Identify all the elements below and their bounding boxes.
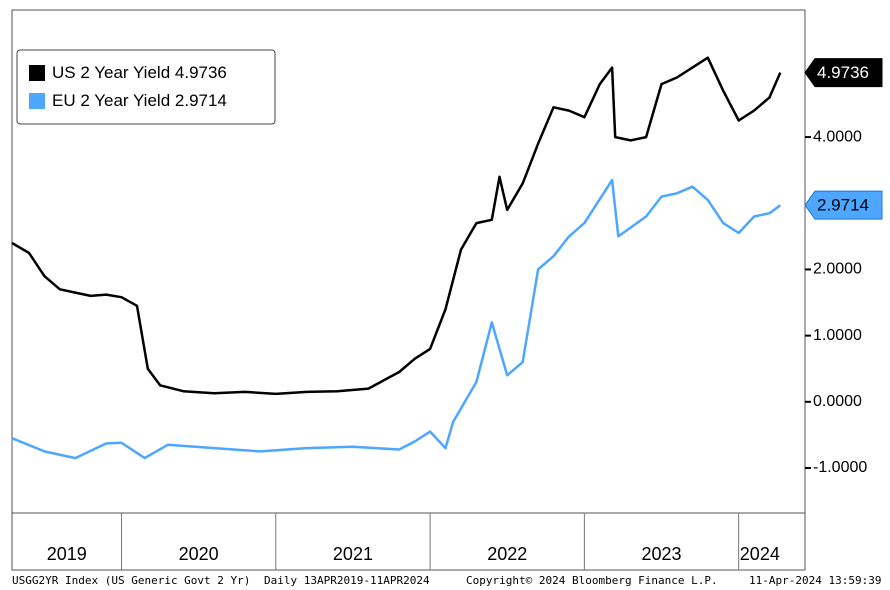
legend: US 2 Year Yield 4.9736 EU 2 Year Yield 2.… <box>16 49 276 125</box>
y-tick-label: 4.0000 <box>813 128 862 145</box>
legend-label: EU 2 Year Yield 2.9714 <box>52 91 227 110</box>
legend-swatch <box>29 93 45 109</box>
legend-swatch <box>29 65 45 81</box>
footer-text: Daily 13APR2019-11APR2024 <box>264 574 430 587</box>
x-tick-label: 2022 <box>487 544 527 564</box>
flag-label: 2.9714 <box>817 196 869 215</box>
legend-box <box>16 49 276 125</box>
legend-name: EU 2 Year Yield <box>52 91 170 110</box>
last-value-flag: 2.9714 <box>804 190 883 220</box>
legend-label: US 2 Year Yield 4.9736 <box>52 63 227 82</box>
x-tick-label: 2019 <box>47 544 87 564</box>
y-tick-label: 1.0000 <box>813 327 862 344</box>
x-axis-area <box>11 512 806 571</box>
legend-value: 2.9714 <box>175 91 227 110</box>
y-tick-label: 2.0000 <box>813 261 862 278</box>
series-line <box>11 56 782 396</box>
x-tick-label: 2020 <box>179 544 219 564</box>
y-tick-label: 0.0000 <box>813 393 862 410</box>
footer-text: Copyright© 2024 Bloomberg Finance L.P. <box>466 574 718 587</box>
last-value-flag: 4.9736 <box>804 58 883 88</box>
x-tick-label: 2024 <box>740 544 780 564</box>
flag-box <box>804 58 883 88</box>
x-tick-label: 2021 <box>333 544 373 564</box>
flag-label: 4.9736 <box>817 63 869 82</box>
y-tick-label: -1.0000 <box>813 459 867 476</box>
legend-name: US 2 Year Yield <box>52 63 170 82</box>
x-tick-label: 2023 <box>641 544 681 564</box>
series-line <box>11 178 782 460</box>
footer-text: 11-Apr-2024 13:59:39 <box>749 574 881 587</box>
footer-text: USGG2YR Index (US Generic Govt 2 Yr) <box>12 574 250 587</box>
flag-box <box>804 190 883 220</box>
legend-value: 4.9736 <box>175 63 227 82</box>
